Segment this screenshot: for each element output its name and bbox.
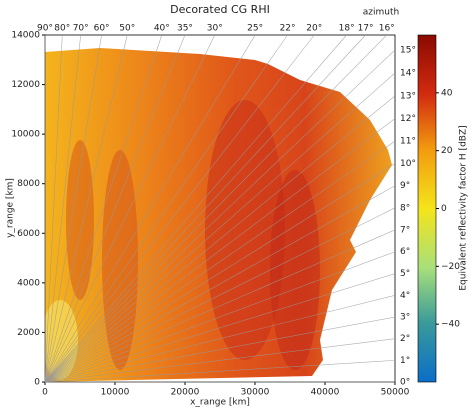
x-tick-label: 50000: [381, 388, 410, 398]
top-tick-label: 90°: [37, 24, 53, 34]
top-tick-label: 50°: [119, 24, 135, 34]
colorbar-tick-label: −40: [441, 320, 460, 330]
elevation-grid-line: [44, 140, 396, 383]
top-tick-label: 20°: [306, 24, 322, 34]
right-tick-label: 7°: [400, 225, 410, 235]
elevation-grid-line: [44, 295, 396, 383]
top-tick-label: 30°: [207, 24, 223, 34]
elevation-grid-line: [44, 34, 366, 383]
top-tick-label: 17°: [358, 24, 374, 34]
elevation-grid-line: [44, 34, 163, 383]
top-tick-label: 16°: [379, 24, 395, 34]
right-tick-label: 9°: [400, 181, 410, 191]
colorbar-tick-label: 20: [441, 146, 453, 156]
right-tick-label: 12°: [400, 114, 416, 124]
elevation-grid-line: [44, 185, 396, 383]
x-tick-label: 30000: [241, 388, 270, 398]
right-tick-label: 11°: [400, 137, 416, 147]
elevation-grid-line: [44, 34, 315, 383]
elevation-grid-line: [44, 360, 396, 383]
right-tick-label: 6°: [400, 247, 410, 257]
elevation-grid-line: [44, 34, 387, 383]
elevation-grid-line: [44, 163, 396, 383]
elevation-grid-line: [44, 34, 288, 383]
y-axis-label: y_range [km]: [6, 178, 16, 238]
y-tick-label: 4000: [17, 278, 40, 288]
top-tick-label: 40°: [154, 24, 170, 34]
colorbar-tick-label: 0: [441, 204, 447, 214]
right-tick-label: 8°: [400, 203, 410, 213]
y-tick-label: 8000: [17, 179, 40, 189]
colorbar-tick-label: 40: [441, 88, 453, 98]
y-tick-label: 0: [34, 378, 40, 388]
chart-title: Decorated CG RHI: [170, 3, 270, 16]
right-tick-label: 0°: [400, 378, 410, 388]
elevation-grid-line: [44, 34, 102, 383]
right-tick-label: 5°: [400, 269, 410, 279]
y-tick-label: 12000: [11, 80, 40, 90]
elevation-grid-line: [44, 49, 396, 383]
elevation-grid-line: [44, 251, 396, 383]
right-tick-label: 13°: [400, 91, 416, 101]
elevation-grid-line: [44, 34, 81, 383]
elevation-grid-line: [44, 273, 396, 383]
colorbar: [417, 34, 437, 383]
right-tick-label: 14°: [400, 69, 416, 79]
x-tick-label: 20000: [171, 388, 200, 398]
elevation-grid-line: [44, 34, 216, 383]
elevation-grid-line: [44, 229, 396, 383]
top-tick-label: 18°: [339, 24, 355, 34]
y-tick-label: 2000: [17, 328, 40, 338]
elevation-grid-line: [44, 34, 256, 383]
top-tick-label: 80°: [54, 24, 70, 34]
y-tick-label: 6000: [17, 229, 40, 239]
x-axis-label: x_range [km]: [190, 398, 250, 408]
azimuth-label: azimuth: [363, 8, 399, 18]
right-tick-label: 3°: [400, 313, 410, 323]
elevation-grid-line: [44, 338, 396, 383]
x-tick-label: 10000: [101, 388, 130, 398]
elevation-grid-line: [44, 34, 347, 383]
elevation-grid-line: [44, 207, 396, 383]
right-tick-label: 10°: [400, 159, 416, 169]
y-tick-label: 14000: [11, 31, 40, 41]
elevation-grid-line: [44, 118, 396, 383]
elevation-grid-line: [44, 34, 186, 383]
top-tick-label: 60°: [94, 24, 110, 34]
right-tick-label: 4°: [400, 291, 410, 301]
elevation-grid-line: [44, 34, 63, 383]
top-tick-label: 70°: [73, 24, 89, 34]
y-tick-label: 10000: [11, 130, 40, 140]
x-tick-label: 40000: [311, 388, 340, 398]
reflectivity-field: [45, 48, 392, 382]
right-tick-label: 1°: [400, 356, 410, 366]
colorbar-tick-label: −20: [441, 262, 460, 272]
elevation-grid-line: [44, 34, 128, 383]
top-tick-label: 22°: [280, 24, 296, 34]
right-tick-label: 2°: [400, 334, 410, 344]
colorbar-label: Equivalent reflectivity factor H [dBZ]: [459, 125, 469, 290]
elevation-grid-line: [44, 316, 396, 383]
x-tick-label: 0: [42, 388, 48, 398]
elevation-grid-line: [44, 72, 396, 383]
top-tick-label: 35°: [177, 24, 193, 34]
top-tick-label: 25°: [247, 24, 263, 34]
elevation-grid-line: [44, 95, 396, 383]
right-tick-label: 15°: [400, 45, 416, 55]
